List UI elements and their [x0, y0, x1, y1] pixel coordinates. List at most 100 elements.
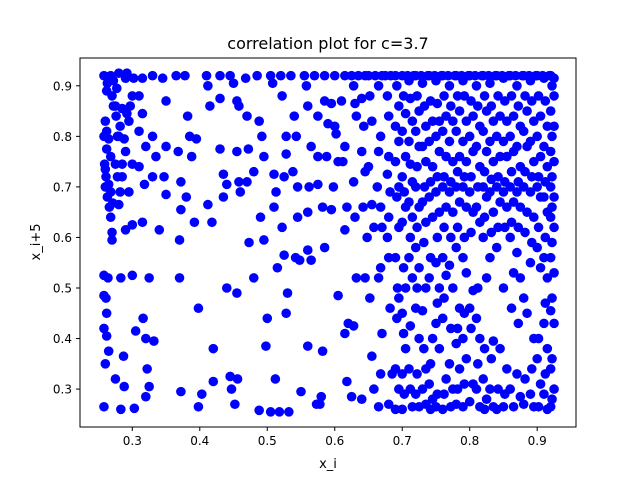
- data-point: [174, 273, 185, 283]
- data-point: [281, 149, 291, 159]
- data-point: [127, 270, 138, 281]
- data-point: [458, 182, 468, 192]
- x-tick-label: 0.5: [258, 434, 277, 448]
- data-point: [444, 359, 455, 369]
- data-point: [299, 70, 310, 81]
- data-point: [400, 343, 411, 354]
- data-point: [144, 381, 154, 392]
- data-point: [535, 151, 546, 162]
- data-point: [228, 78, 239, 89]
- data-point: [515, 391, 526, 402]
- data-point: [316, 391, 327, 402]
- data-point: [353, 70, 364, 81]
- data-point: [545, 146, 556, 157]
- x-axis-ticks: 0.3 0.4 0.5 0.6 0.7 0.8 0.9: [123, 427, 547, 448]
- data-point: [500, 96, 510, 106]
- data-point: [296, 386, 306, 397]
- data-point: [450, 70, 460, 81]
- data-point: [461, 116, 472, 126]
- data-point: [478, 182, 489, 192]
- data-point: [369, 384, 379, 394]
- data-point: [120, 225, 131, 235]
- data-point: [289, 111, 300, 121]
- data-point: [306, 255, 316, 265]
- data-point: [513, 222, 524, 233]
- data-point: [540, 96, 551, 106]
- data-point: [478, 374, 489, 384]
- data-point: [103, 134, 114, 144]
- data-point: [338, 156, 348, 167]
- data-point: [205, 101, 215, 111]
- data-point: [215, 70, 225, 81]
- data-point: [407, 401, 418, 412]
- data-point: [437, 126, 448, 137]
- data-point: [390, 121, 401, 132]
- data-point: [351, 273, 362, 283]
- y-tick-label: 0.5: [53, 281, 72, 295]
- data-point: [360, 273, 370, 283]
- data-point: [446, 101, 456, 111]
- data-point: [125, 101, 136, 111]
- data-point: [549, 318, 559, 329]
- data-point: [269, 169, 279, 180]
- data-point: [505, 182, 515, 192]
- data-point: [367, 199, 377, 210]
- data-point: [189, 217, 200, 228]
- data-point: [382, 91, 393, 101]
- data-point: [412, 369, 422, 379]
- data-point: [533, 401, 544, 412]
- data-point: [405, 321, 416, 331]
- data-point: [510, 70, 521, 81]
- data-point: [545, 364, 556, 374]
- data-point: [340, 70, 350, 81]
- data-point: [313, 179, 323, 190]
- data-point: [529, 212, 539, 223]
- data-point: [414, 262, 424, 273]
- data-point: [99, 401, 109, 412]
- y-tick-label: 0.3: [53, 383, 72, 397]
- data-point: [439, 91, 449, 101]
- data-point: [506, 91, 517, 101]
- data-point: [116, 404, 126, 415]
- data-point: [417, 78, 428, 89]
- data-point: [533, 222, 544, 233]
- data-point: [400, 151, 411, 162]
- data-point: [531, 70, 541, 81]
- data-point: [279, 171, 289, 182]
- data-point: [417, 141, 428, 152]
- data-point: [232, 374, 243, 384]
- data-point: [128, 73, 139, 84]
- data-point: [547, 81, 557, 91]
- data-point: [520, 166, 530, 177]
- data-point: [539, 318, 549, 329]
- x-tick-label: 0.4: [190, 434, 209, 448]
- data-point: [302, 207, 313, 217]
- data-point: [419, 343, 429, 354]
- data-point: [277, 91, 287, 101]
- data-point: [454, 151, 465, 162]
- data-point: [221, 179, 232, 190]
- y-tick-label: 0.9: [53, 79, 72, 93]
- data-point: [468, 111, 478, 121]
- data-point: [432, 232, 443, 243]
- data-point: [441, 202, 451, 212]
- data-point: [326, 98, 337, 109]
- data-point: [448, 116, 458, 126]
- data-point: [471, 202, 482, 212]
- data-point: [340, 225, 350, 235]
- data-point: [161, 141, 171, 152]
- data-point: [176, 177, 186, 187]
- data-point: [452, 323, 463, 334]
- data-point: [161, 189, 171, 200]
- data-point: [243, 144, 254, 154]
- data-point: [508, 111, 519, 121]
- data-point: [174, 235, 185, 245]
- data-point: [232, 146, 242, 157]
- data-point: [533, 91, 544, 101]
- data-point: [431, 187, 441, 197]
- data-point: [397, 217, 408, 228]
- data-point: [459, 232, 470, 243]
- data-point: [399, 187, 410, 197]
- data-point: [497, 70, 507, 81]
